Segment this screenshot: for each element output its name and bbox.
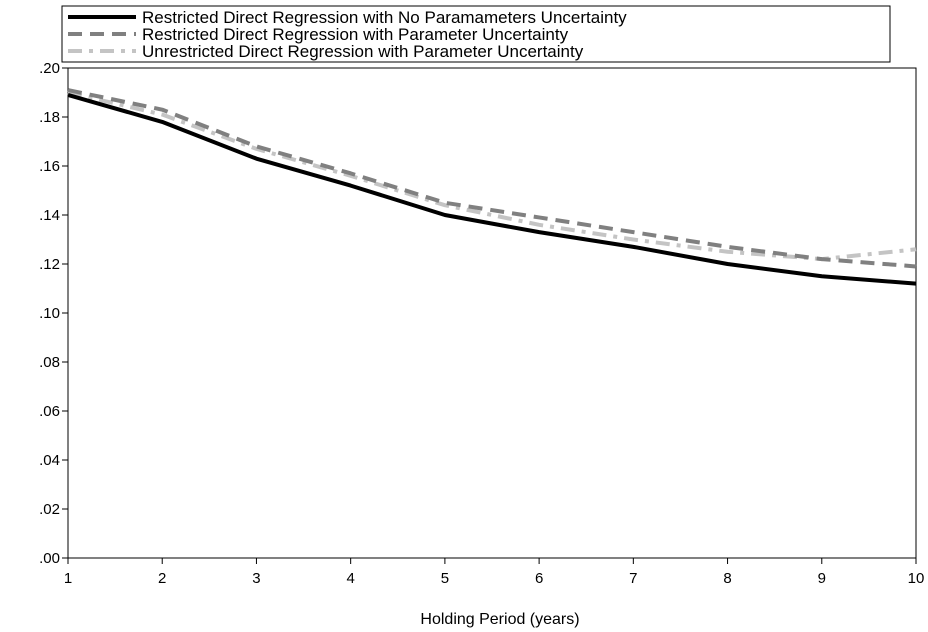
y-tick-label: .14 xyxy=(39,207,60,224)
x-tick-label: 7 xyxy=(629,570,637,587)
legend-label: Unrestricted Direct Regression with Para… xyxy=(142,42,584,61)
legend: Restricted Direct Regression with No Par… xyxy=(61,5,891,63)
x-tick-label: 6 xyxy=(535,570,543,587)
y-tick-label: .02 xyxy=(39,501,60,518)
legend-label: Restricted Direct Regression with Parame… xyxy=(142,25,569,44)
x-tick-label: 1 xyxy=(64,570,72,587)
series-line xyxy=(67,90,917,262)
series-lines xyxy=(67,88,917,286)
legend-label: Restricted Direct Regression with No Par… xyxy=(142,8,627,27)
y-axis: .00 .02 .04 .06 .08 .10 .12 .14 .16 .18 .20 xyxy=(39,60,68,567)
x-tick-label: 5 xyxy=(441,570,449,587)
x-axis: 1 2 3 4 5 6 7 8 9 10 xyxy=(64,558,925,587)
y-tick-label: .08 xyxy=(39,354,60,371)
series-line xyxy=(67,93,917,286)
y-tick-label: .04 xyxy=(39,452,60,469)
x-tick-label: 2 xyxy=(158,570,166,587)
x-tick-label: 9 xyxy=(818,570,826,587)
x-tick-label: 8 xyxy=(723,570,731,587)
y-tick-label: .20 xyxy=(39,60,60,77)
x-tick-label: 10 xyxy=(908,570,925,587)
x-axis-title: Holding Period (years) xyxy=(420,611,579,628)
y-tick-label: .12 xyxy=(39,256,60,273)
y-tick-label: .16 xyxy=(39,158,60,175)
y-tick-label: .10 xyxy=(39,305,60,322)
y-tick-label: .00 xyxy=(39,550,60,567)
y-tick-label: .18 xyxy=(39,109,60,126)
plot-border xyxy=(67,67,917,559)
plot-area xyxy=(67,67,917,559)
x-tick-label: 4 xyxy=(346,570,354,587)
legend-box xyxy=(61,5,891,63)
x-tick-label: 3 xyxy=(252,570,260,587)
series-line xyxy=(67,88,917,269)
y-tick-label: .06 xyxy=(39,403,60,420)
